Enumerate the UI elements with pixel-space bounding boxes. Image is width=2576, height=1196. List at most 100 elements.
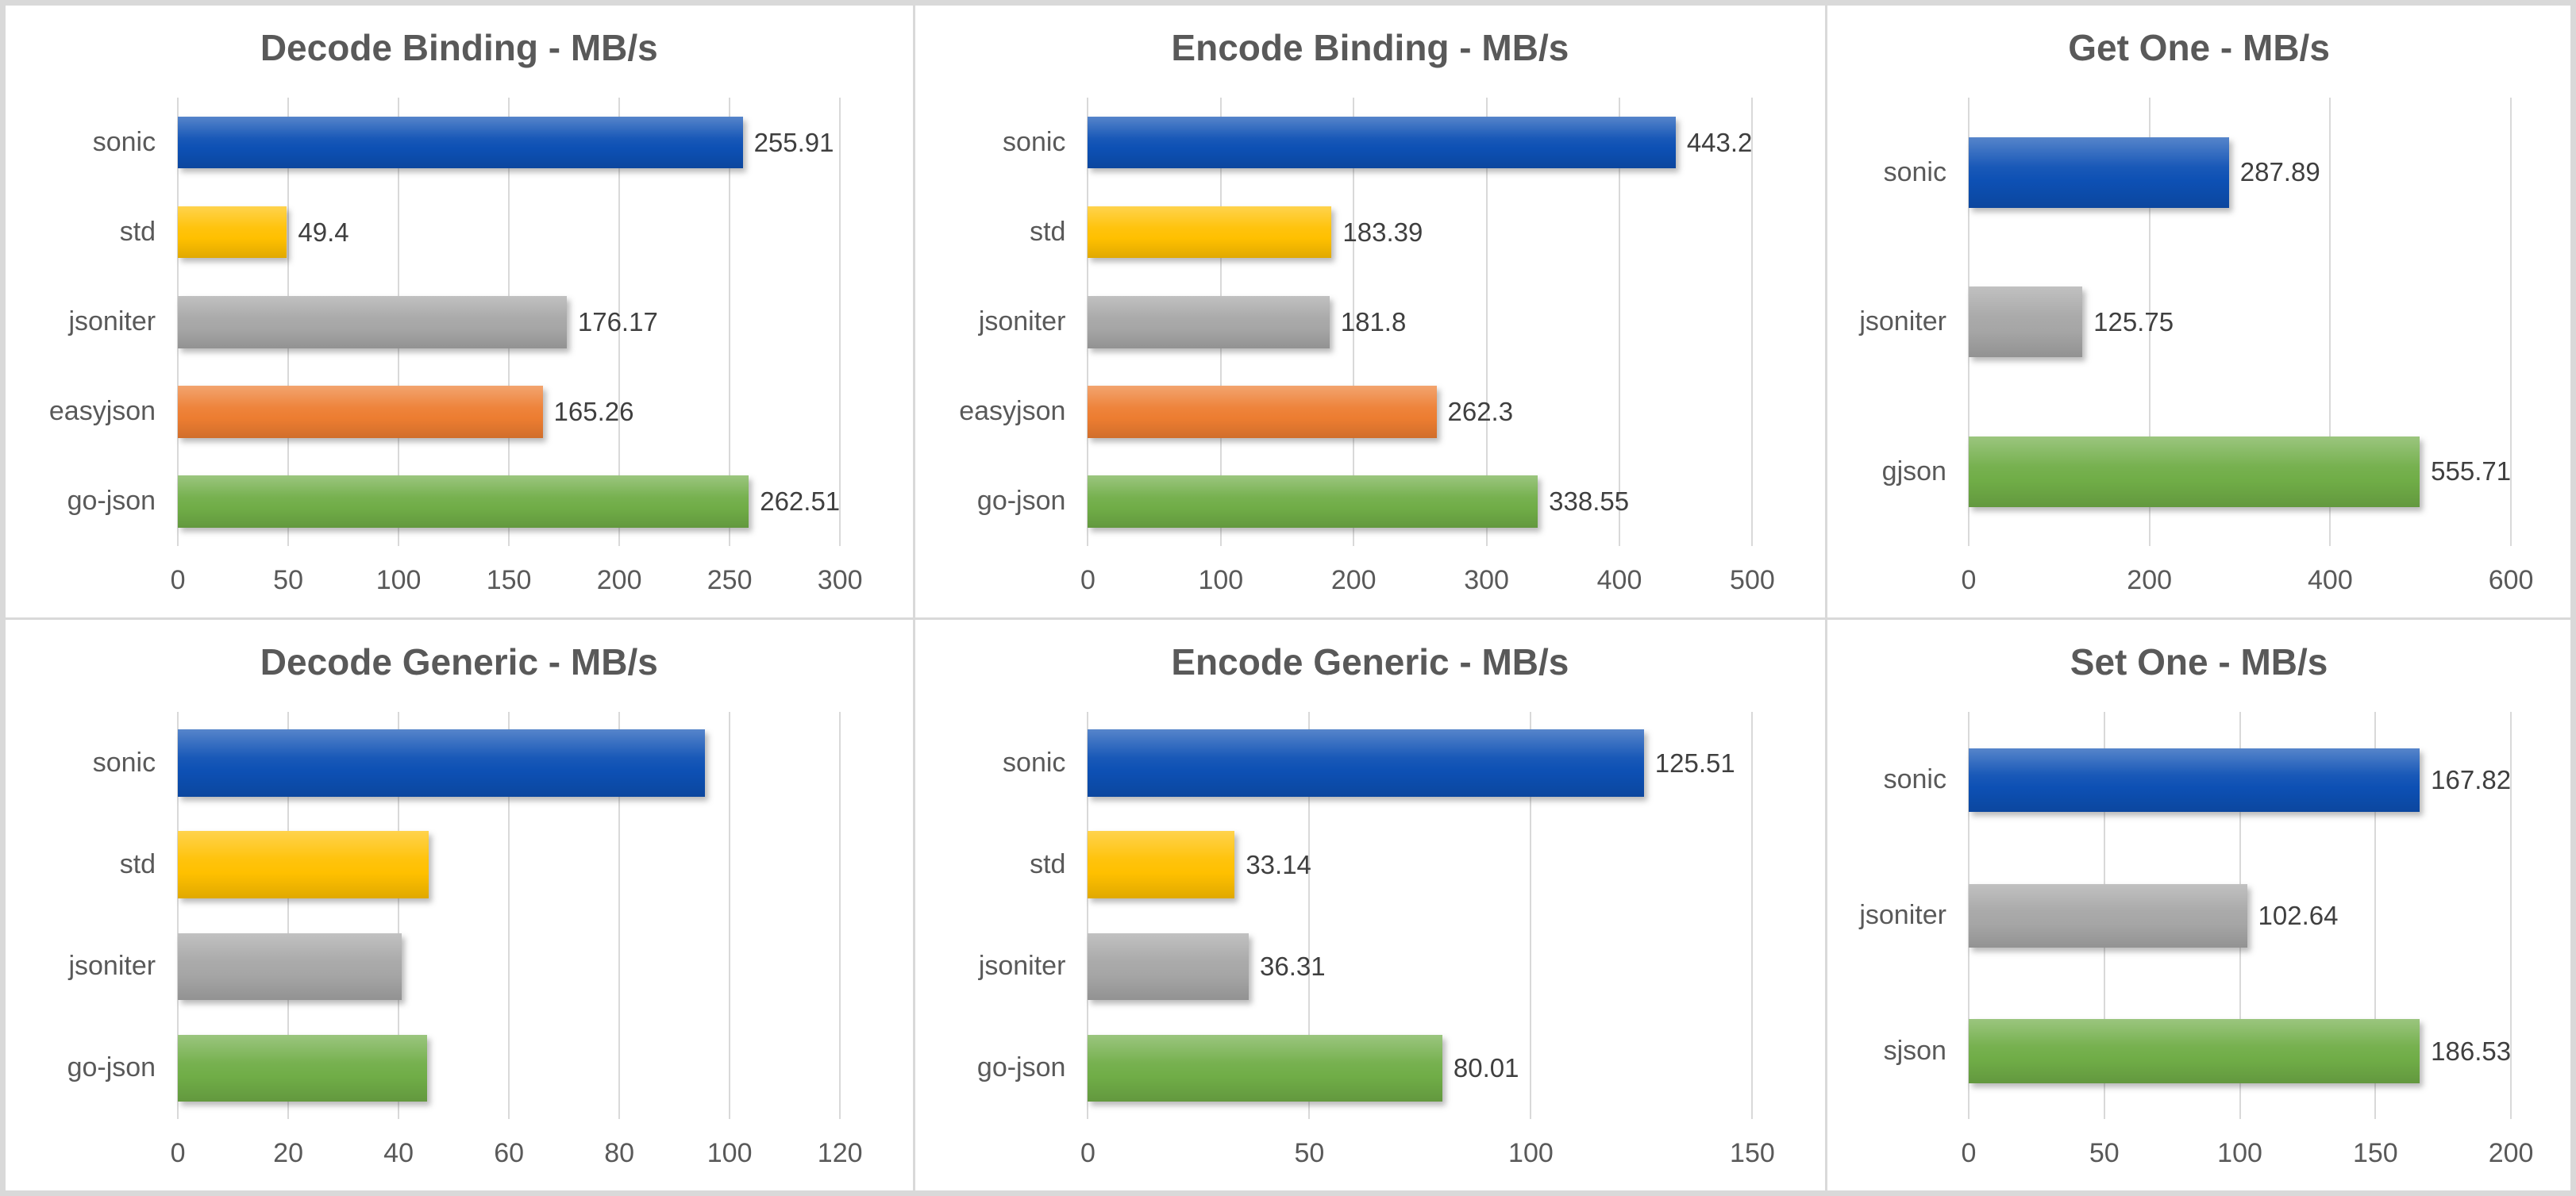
category-label-sonic: sonic xyxy=(92,748,156,779)
chart-panel-encode-generic-mb-s: Encode Generic - MB/s sonic std jsoniter go-… xyxy=(914,620,1826,1190)
bar-std xyxy=(178,206,287,259)
axis-tick-label: 20 xyxy=(273,1138,303,1168)
axis-tick-label: 250 xyxy=(707,565,753,596)
chart-title: Set One - MB/s xyxy=(2070,641,2328,683)
bar-row-jsoniter: 181.8 xyxy=(1088,277,1752,367)
axis-tick-label: 50 xyxy=(2089,1138,2120,1168)
axis-tick-label: 200 xyxy=(2488,1138,2534,1168)
category-axis: sonic std jsoniter go-json xyxy=(915,712,1088,1119)
gridline xyxy=(1751,98,1754,547)
category-axis: sonic std jsoniter easyjson go-json xyxy=(6,98,178,546)
bar-row-jsoniter: 176.17 xyxy=(178,277,840,367)
bar-sonic xyxy=(178,116,743,169)
category-label-sonic: sonic xyxy=(92,127,156,158)
axis-tick-label: 400 xyxy=(1596,565,1642,596)
axis-tick-label: 300 xyxy=(817,565,863,596)
bar-row-sonic: 287.89 xyxy=(1968,98,2511,247)
bar-sjson xyxy=(1968,1019,2420,1083)
value-label-sonic: 255.91 xyxy=(753,127,834,157)
category-label-jsoniter: jsoniter xyxy=(68,306,156,337)
bar-row-jsoniter xyxy=(178,916,840,1017)
axis-tick-label: 100 xyxy=(375,565,422,596)
value-label-std: 33.14 xyxy=(1246,849,1311,879)
axis-tick-label: 100 xyxy=(2217,1138,2262,1168)
category-label-std: std xyxy=(1030,217,1066,248)
axis-tick-label: 600 xyxy=(2488,565,2534,596)
chart-title: Decode Generic - MB/s xyxy=(260,641,658,683)
category-label-sonic: sonic xyxy=(1003,127,1066,158)
axis-tick-label: 0 xyxy=(1080,565,1095,596)
axis-tick-label: 200 xyxy=(2127,565,2173,596)
x-axis: 0 50 100 150 200 xyxy=(1827,1127,2570,1179)
axis-tick-label: 0 xyxy=(1080,1138,1095,1168)
gridline xyxy=(618,98,621,547)
chart-title: Encode Generic - MB/s xyxy=(1171,641,1569,683)
value-label-sonic: 167.82 xyxy=(2431,764,2512,794)
bar-rows: 125.51 33.14 36.31 80.01 xyxy=(1088,712,1752,1119)
axis-spacer xyxy=(6,554,178,606)
category-label-jsoniter: jsoniter xyxy=(1859,900,1946,931)
gridline xyxy=(1308,712,1311,1119)
gridline xyxy=(1353,98,1355,547)
x-axis: 0 200 400 600 xyxy=(1827,554,2570,606)
category-label-sonic: sonic xyxy=(1883,156,1946,187)
bar-row-go-json: 262.51 xyxy=(178,456,840,546)
category-label-easyjson: easyjson xyxy=(48,396,156,427)
axis-tick-label: 200 xyxy=(1330,565,1377,596)
value-label-sjson: 186.53 xyxy=(2431,1036,2512,1066)
bar-jsoniter xyxy=(1968,883,2247,948)
chart-panel-decode-binding-mb-s: Decode Binding - MB/s sonic std jsoniter eas… xyxy=(6,6,913,618)
chart-plot-area: sonic std jsoniter go-json xyxy=(6,712,913,1119)
chart-panel-encode-binding-mb-s: Encode Binding - MB/s sonic std jsoniter eas… xyxy=(914,6,1826,618)
axis-tick-label: 150 xyxy=(486,565,532,596)
chart-title: Encode Binding - MB/s xyxy=(1171,27,1569,68)
bar-sonic xyxy=(1088,116,1676,169)
axis-tick-label: 0 xyxy=(170,1138,186,1168)
value-label-easyjson: 262.3 xyxy=(1447,396,1514,426)
gridline xyxy=(1087,712,1089,1119)
bar-go-json xyxy=(178,1034,427,1102)
chart-plot-area: sonic std jsoniter easyjson go-json 255.91 49.… xyxy=(6,98,913,547)
value-label-easyjson: 165.26 xyxy=(553,396,634,426)
x-axis: 0 100 200 300 400 500 xyxy=(915,554,1826,606)
x-axis: 0 50 100 150 xyxy=(915,1127,1826,1179)
category-axis: sonic jsoniter sjson xyxy=(1827,712,1969,1119)
value-label-go-json: 262.51 xyxy=(760,486,841,516)
bar-jsoniter xyxy=(178,933,402,1001)
bar-row-jsoniter: 125.75 xyxy=(1968,247,2511,396)
axis-tick-label: 40 xyxy=(383,1138,414,1168)
gridline xyxy=(508,712,510,1119)
gridline xyxy=(2510,98,2512,547)
gridlines-layer xyxy=(177,712,841,1119)
category-label-jsoniter: jsoniter xyxy=(68,951,156,982)
gridline xyxy=(1530,712,1532,1119)
bar-row-jsoniter: 36.31 xyxy=(1088,916,1752,1017)
plot: 125.51 33.14 36.31 80.01 xyxy=(1087,712,1754,1119)
gridline xyxy=(729,98,731,547)
gridline xyxy=(2510,712,2512,1119)
category-axis: sonic std jsoniter go-json xyxy=(6,712,178,1119)
bar-go-json xyxy=(178,475,749,528)
category-label-std: std xyxy=(119,849,156,880)
bar-row-go-json: 80.01 xyxy=(1088,1017,1752,1119)
bar-row-sonic: 255.91 xyxy=(178,98,840,187)
axis-spacer xyxy=(6,1127,178,1179)
chart-title: Decode Binding - MB/s xyxy=(260,27,658,68)
bar-sonic xyxy=(178,729,705,797)
gridline xyxy=(1751,712,1754,1119)
bar-gjson xyxy=(1968,436,2420,507)
bar-row-sonic: 125.51 xyxy=(1088,712,1752,813)
value-label-go-json: 80.01 xyxy=(1453,1052,1519,1083)
axis-tick-label: 0 xyxy=(170,565,186,596)
axis-tick-label: 100 xyxy=(707,1138,753,1168)
axis-tick-label: 0 xyxy=(1961,565,1977,596)
category-label-go-json: go-json xyxy=(976,486,1066,517)
plot: 255.91 49.4 176.17 165.26 262.51 xyxy=(177,98,841,547)
gridline xyxy=(618,712,621,1119)
category-label-jsoniter: jsoniter xyxy=(978,951,1066,982)
bar-row-std xyxy=(178,814,840,916)
axis-tick-label: 100 xyxy=(1198,565,1244,596)
bar-row-go-json: 338.55 xyxy=(1088,456,1752,546)
value-label-sonic: 443.2 xyxy=(1686,127,1753,157)
value-label-jsoniter: 176.17 xyxy=(577,306,658,336)
